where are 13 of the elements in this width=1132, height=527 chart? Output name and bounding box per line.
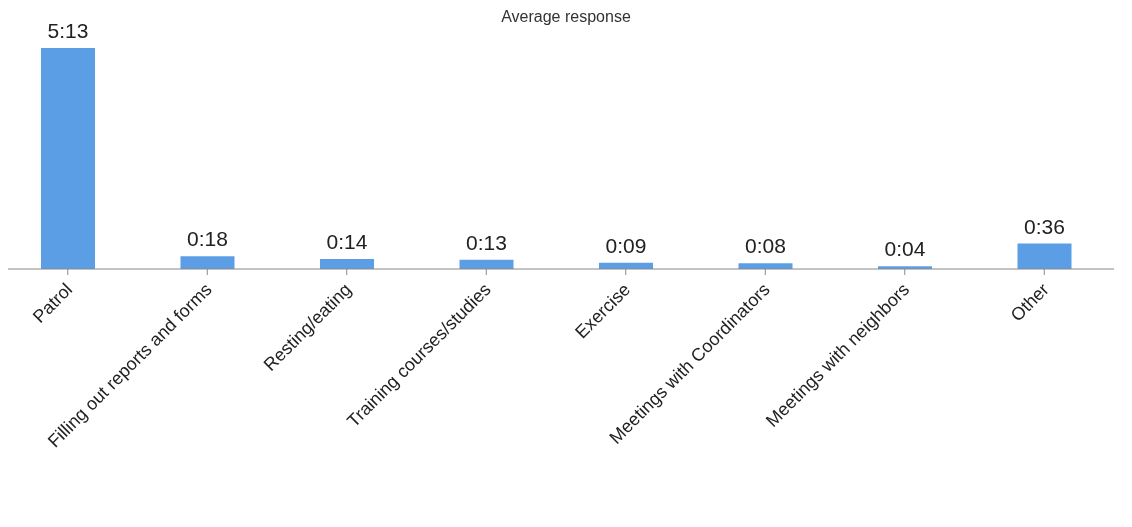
data-label: 0:13	[466, 230, 507, 254]
data-label: 0:09	[605, 233, 647, 257]
bar	[180, 256, 235, 269]
data-label: 0:36	[1024, 214, 1065, 238]
data-label: 0:08	[745, 234, 786, 258]
bar	[41, 48, 95, 269]
bar	[1017, 243, 1072, 269]
data-label: 0:18	[187, 227, 228, 251]
bar	[320, 259, 374, 269]
data-label: 0:04	[884, 237, 926, 261]
data-label: 5:13	[47, 19, 89, 42]
chart-title: Average response	[501, 8, 631, 25]
data-label: 0:14	[326, 230, 368, 254]
